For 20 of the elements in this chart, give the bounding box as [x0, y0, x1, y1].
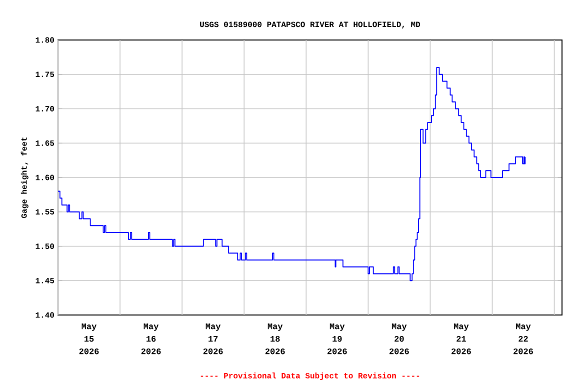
y-tick-label: 1.50: [36, 244, 54, 249]
x-tick-label: May 19 2026: [327, 324, 347, 354]
x-tick-label: May 21 2026: [452, 324, 471, 354]
x-tick-label: May 17 2026: [203, 324, 223, 354]
x-tick-label: May 15 2026: [79, 324, 99, 354]
y-tick-label: 1.55: [36, 209, 54, 215]
y-tick-label: 1.45: [36, 278, 54, 284]
chart-title: USGS 01589000 PATAPSCO RIVER AT HOLLOFIELD, MD: [200, 22, 420, 28]
x-tick-label: May 20 2026: [389, 324, 409, 354]
y-tick-label: 1.60: [36, 174, 54, 180]
x-tick-label: May 22 2026: [514, 324, 533, 354]
y-tick-label: 1.65: [36, 140, 54, 146]
y-tick-label: 1.40: [36, 312, 54, 318]
y-tick-label: 1.80: [36, 37, 54, 43]
y-tick-label: 1.70: [36, 106, 54, 112]
x-tick-label: May 16 2026: [141, 324, 161, 354]
text: ---- Provisional Data Subject to Revision ----: [200, 372, 420, 380]
y-tick-label: 1.75: [36, 72, 54, 78]
x-tick-label: May 18 2026: [265, 324, 285, 354]
y-axis-title: Gage height, feet: [20, 137, 28, 218]
